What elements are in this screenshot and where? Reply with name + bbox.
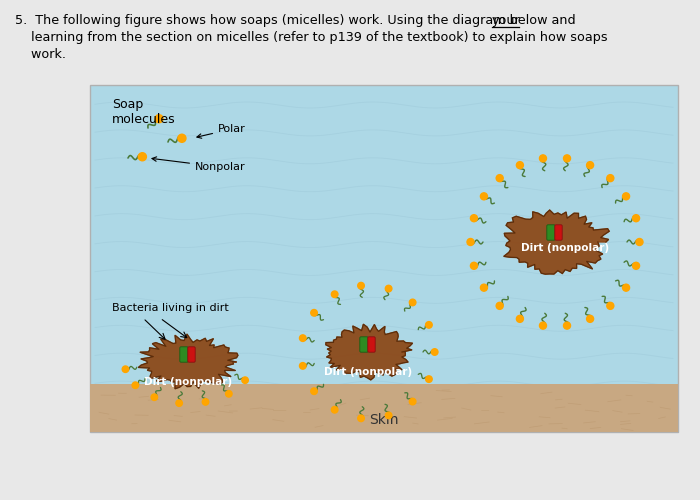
Circle shape [564, 322, 570, 329]
Circle shape [178, 134, 186, 142]
Text: Bacteria living in dirt: Bacteria living in dirt [112, 303, 229, 313]
Circle shape [202, 398, 209, 405]
Circle shape [358, 415, 364, 422]
Circle shape [587, 316, 594, 322]
Circle shape [467, 238, 474, 246]
Circle shape [300, 335, 306, 342]
Text: Dirt (nonpolar): Dirt (nonpolar) [324, 367, 412, 377]
Circle shape [480, 284, 487, 291]
Circle shape [358, 282, 364, 289]
Circle shape [225, 390, 232, 397]
Circle shape [151, 394, 158, 400]
Text: Soap
molecules: Soap molecules [112, 98, 176, 126]
Bar [90, 384, 678, 432]
Text: work.: work. [15, 48, 66, 61]
Circle shape [622, 284, 629, 291]
Circle shape [607, 174, 614, 182]
Text: Nonpolar: Nonpolar [152, 157, 246, 172]
Circle shape [410, 398, 416, 405]
Circle shape [410, 299, 416, 306]
Circle shape [517, 162, 524, 168]
Circle shape [311, 310, 317, 316]
Circle shape [426, 376, 432, 382]
Circle shape [480, 193, 487, 200]
Circle shape [607, 302, 614, 310]
Text: 5.  The following figure shows how soaps (micelles) work. Using the diagram belo: 5. The following figure shows how soaps … [15, 14, 580, 27]
Circle shape [540, 155, 547, 162]
Circle shape [132, 382, 139, 388]
FancyBboxPatch shape [547, 225, 555, 240]
Circle shape [540, 322, 547, 329]
FancyBboxPatch shape [180, 347, 188, 362]
Circle shape [426, 322, 432, 328]
Circle shape [636, 238, 643, 246]
Circle shape [564, 155, 570, 162]
FancyBboxPatch shape [188, 347, 195, 362]
Circle shape [300, 362, 306, 369]
Circle shape [496, 302, 503, 310]
Text: learning from the section on micelles (refer to p139 of the textbook) to explain: learning from the section on micelles (r… [15, 31, 608, 44]
Circle shape [496, 174, 503, 182]
Text: Dirt (nonpolar): Dirt (nonpolar) [521, 243, 609, 253]
Bar [90, 85, 678, 432]
Circle shape [622, 193, 629, 200]
Text: your: your [492, 14, 521, 27]
Circle shape [431, 348, 438, 356]
Circle shape [587, 162, 594, 168]
Circle shape [155, 114, 163, 123]
Polygon shape [326, 324, 412, 380]
Circle shape [331, 406, 338, 413]
FancyBboxPatch shape [368, 337, 375, 352]
Circle shape [385, 412, 392, 418]
Text: Dirt (nonpolar): Dirt (nonpolar) [144, 377, 232, 387]
Circle shape [633, 262, 640, 270]
Circle shape [470, 262, 477, 270]
Circle shape [311, 388, 317, 394]
Circle shape [331, 291, 338, 298]
Polygon shape [139, 334, 238, 389]
Circle shape [139, 152, 146, 161]
Text: Skin: Skin [370, 413, 399, 427]
Circle shape [470, 214, 477, 222]
Circle shape [242, 377, 248, 384]
Circle shape [517, 316, 524, 322]
Polygon shape [504, 210, 609, 274]
Circle shape [122, 366, 129, 372]
Circle shape [385, 286, 392, 292]
FancyBboxPatch shape [360, 337, 368, 352]
Circle shape [633, 214, 640, 222]
Text: Polar: Polar [197, 124, 246, 138]
Circle shape [176, 400, 183, 406]
FancyBboxPatch shape [555, 225, 562, 240]
